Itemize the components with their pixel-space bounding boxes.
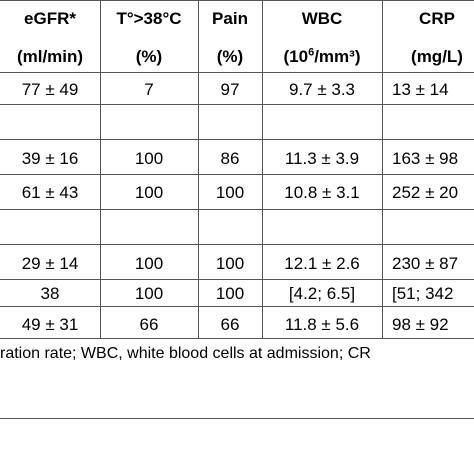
table-cell: 12.1 ± 2.6 [284, 254, 360, 273]
table-cell: 100 [134, 183, 164, 202]
column-divider [382, 0, 383, 338]
row-divider [0, 174, 474, 175]
column-divider [198, 0, 199, 338]
table-cell: 39 ± 16 [21, 149, 79, 168]
table-cell: 11.3 ± 3.9 [284, 149, 360, 168]
row-divider [0, 306, 474, 307]
row-divider [0, 139, 474, 140]
table-cell: 29 ± 14 [21, 254, 79, 273]
table-cell: 66 [220, 315, 240, 334]
table-cell: 11.8 ± 5.6 [284, 315, 360, 334]
header-wbc: WBC [301, 9, 343, 28]
header-egfr: eGFR* [24, 9, 76, 28]
table-cell: 9.7 ± 3.3 [288, 80, 356, 99]
row-divider [0, 209, 474, 210]
table-cell: 100 [134, 254, 164, 273]
row-divider [0, 279, 474, 280]
table-cell: 98 ± 92 [392, 315, 449, 334]
table-cell: 163 ± 98 [392, 149, 459, 168]
table-cell: 49 ± 31 [21, 315, 79, 334]
column-divider [262, 0, 263, 338]
table-cell: 61 ± 43 [21, 183, 79, 202]
table-cell: [4.2; 6.5] [288, 284, 356, 303]
table-cell: 100 [215, 183, 245, 202]
footnote-rule [0, 418, 474, 419]
table-cell: 7 [144, 80, 154, 99]
table-cell: 13 ± 14 [392, 80, 449, 99]
row-divider [0, 244, 474, 245]
table-cell: 100 [215, 254, 245, 273]
table-bottom-border [0, 338, 474, 339]
unit-crp: (mg/L) [411, 47, 463, 66]
table-footnote: ration rate; WBC, white blood cells at a… [0, 345, 371, 362]
table-cell: 252 ± 20 [392, 183, 459, 202]
unit-fever: (%) [135, 47, 163, 66]
table-cell: 38 [40, 284, 60, 303]
table-cell: 10.8 ± 3.1 [284, 183, 360, 202]
table-cell: 86 [220, 149, 240, 168]
table-cell: 100 [215, 284, 245, 303]
table-cell: 100 [134, 284, 164, 303]
table-cell: 66 [139, 315, 159, 334]
table-cell: 77 ± 49 [21, 80, 79, 99]
header-divider [0, 72, 474, 73]
header-fever: T°>38°C [116, 9, 182, 28]
header-crp: CRP [419, 9, 455, 28]
unit-pain: (%) [216, 47, 244, 66]
table-cell: 97 [220, 80, 240, 99]
unit-egfr: (ml/min) [16, 47, 84, 66]
row-divider [0, 104, 474, 105]
table-cell: 100 [134, 149, 164, 168]
header-pain: Pain [212, 9, 248, 28]
table-top-border [0, 0, 474, 1]
table-cell: 230 ± 87 [392, 254, 459, 273]
column-divider [100, 0, 101, 338]
table-cell: [51; 342 [392, 284, 454, 303]
unit-wbc: (106/mm³) [283, 46, 361, 66]
